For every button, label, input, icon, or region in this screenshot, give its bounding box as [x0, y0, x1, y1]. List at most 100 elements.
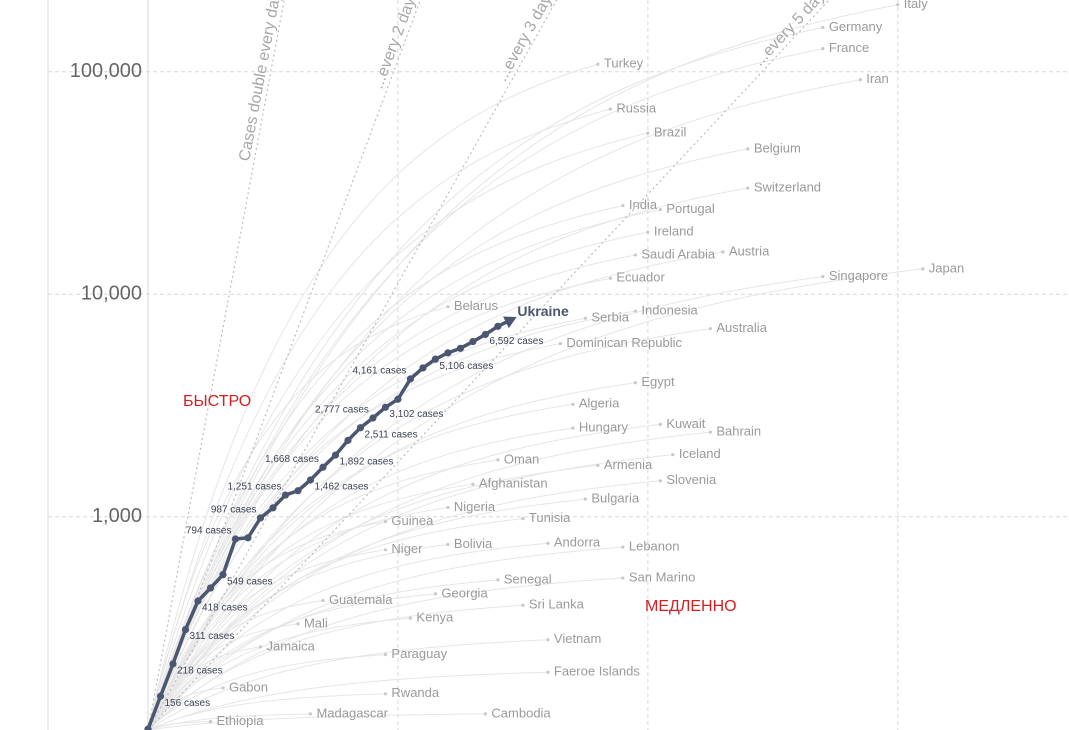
country-trail: [147, 693, 386, 730]
doubling-label: ...every 2 days: [370, 0, 422, 91]
country-trail: [147, 317, 586, 730]
data-label: 1,892 cases: [339, 457, 393, 468]
country-point: [821, 46, 825, 51]
country-label: Switzerland: [754, 179, 821, 194]
country-point: [583, 497, 587, 501]
series-point: [356, 424, 365, 432]
country-label: Belarus: [454, 298, 499, 313]
data-label: 794 cases: [186, 526, 232, 537]
country-label: Kuwait: [666, 416, 705, 431]
country-label: Germany: [829, 19, 883, 34]
country-label: Japan: [929, 260, 964, 275]
series-point: [219, 571, 227, 579]
grid: [48, 0, 1069, 730]
annotation: МЕДЛЕННО: [645, 598, 737, 615]
country-trail: [147, 454, 673, 730]
country-trail: [147, 343, 561, 730]
series-point: [381, 403, 390, 411]
country-label: Italy: [904, 0, 928, 11]
country-point: [596, 62, 600, 66]
data-label: 1,462 cases: [314, 482, 368, 493]
country-point: [821, 25, 825, 30]
country-point: [383, 653, 388, 657]
country-label: Armenia: [604, 457, 653, 472]
series-point: [281, 491, 290, 499]
country-trail: [147, 713, 311, 730]
data-label: 1,251 cases: [228, 482, 282, 493]
country-point: [571, 402, 575, 406]
country-point: [496, 458, 500, 462]
series-point: [503, 316, 517, 329]
country-trail: [147, 209, 661, 730]
country-label: Kenya: [416, 610, 454, 625]
country-trail: [147, 79, 861, 730]
country-trail: [147, 63, 599, 730]
country-label: Cambodia: [491, 705, 551, 720]
series-point: [494, 322, 502, 330]
country-trail: [147, 403, 573, 730]
country-trail: [147, 4, 898, 730]
series-point: [244, 534, 252, 542]
country-label: Brazil: [654, 124, 687, 139]
country-label: Russia: [616, 100, 657, 115]
series-point: [394, 395, 402, 403]
country-trail: [147, 542, 548, 730]
country-trail: [147, 507, 448, 730]
country-point: [321, 598, 325, 603]
country-point: [708, 327, 712, 331]
country-label: Afghanistan: [479, 476, 548, 491]
country-trail: [147, 48, 823, 730]
country-label: Egypt: [641, 374, 675, 389]
series-point: [256, 514, 265, 522]
country-trail: [147, 205, 623, 730]
country-label: Mali: [304, 615, 328, 630]
country-label: Singapore: [829, 268, 888, 283]
country-label: France: [829, 40, 869, 55]
country-label: Algeria: [579, 396, 620, 411]
data-label: 5,106 cases: [439, 361, 493, 372]
country-label: Andorra: [554, 535, 601, 550]
country-label: Indonesia: [641, 302, 698, 317]
country-trail: [147, 646, 261, 730]
country-trail: [147, 549, 386, 730]
country-point: [546, 638, 550, 642]
highlight-series: 156 cases 218 cases 311 cases 418 cases 549 …: [144, 303, 569, 730]
country-label: Bahrain: [716, 424, 761, 439]
country-point: [621, 545, 625, 549]
country-label: Oman: [504, 451, 539, 466]
country-trail: [147, 423, 661, 730]
country-label: Jamaica: [266, 638, 315, 653]
country-point: [896, 3, 900, 7]
country-label: Madagascar: [316, 705, 388, 720]
series-point: [419, 364, 427, 372]
country-point: [608, 107, 612, 111]
country-label: Georgia: [441, 585, 488, 600]
country-point: [208, 719, 213, 724]
country-trail: [147, 306, 449, 730]
country-label: Senegal: [504, 571, 552, 586]
country-label: Rwanda: [391, 685, 439, 700]
country-point: [383, 520, 388, 524]
country-point: [658, 208, 662, 212]
series-point: [344, 436, 352, 444]
series-point: [469, 337, 477, 346]
country-point: [658, 422, 662, 426]
country-label: San Marino: [629, 569, 695, 584]
country-point: [296, 622, 300, 626]
country-trail: [147, 382, 636, 730]
country-label: Belgium: [754, 140, 801, 155]
country-label: Portugal: [666, 201, 715, 216]
country-point: [858, 78, 862, 82]
country-point: [633, 309, 637, 313]
series-name: Ukraine: [517, 303, 569, 319]
country-trail: [147, 671, 548, 730]
data-label: 2,777 cases: [315, 405, 369, 416]
country-point: [621, 576, 625, 580]
y-axis: 1,000 10,000 100,000: [70, 60, 142, 527]
data-label: 156 cases: [164, 698, 210, 709]
country-trail: [147, 498, 586, 730]
doubling-label: ...every 5 days: [751, 0, 834, 70]
country-point: [483, 712, 488, 716]
country-label: Niger: [391, 541, 423, 556]
country-trail: [147, 27, 823, 730]
